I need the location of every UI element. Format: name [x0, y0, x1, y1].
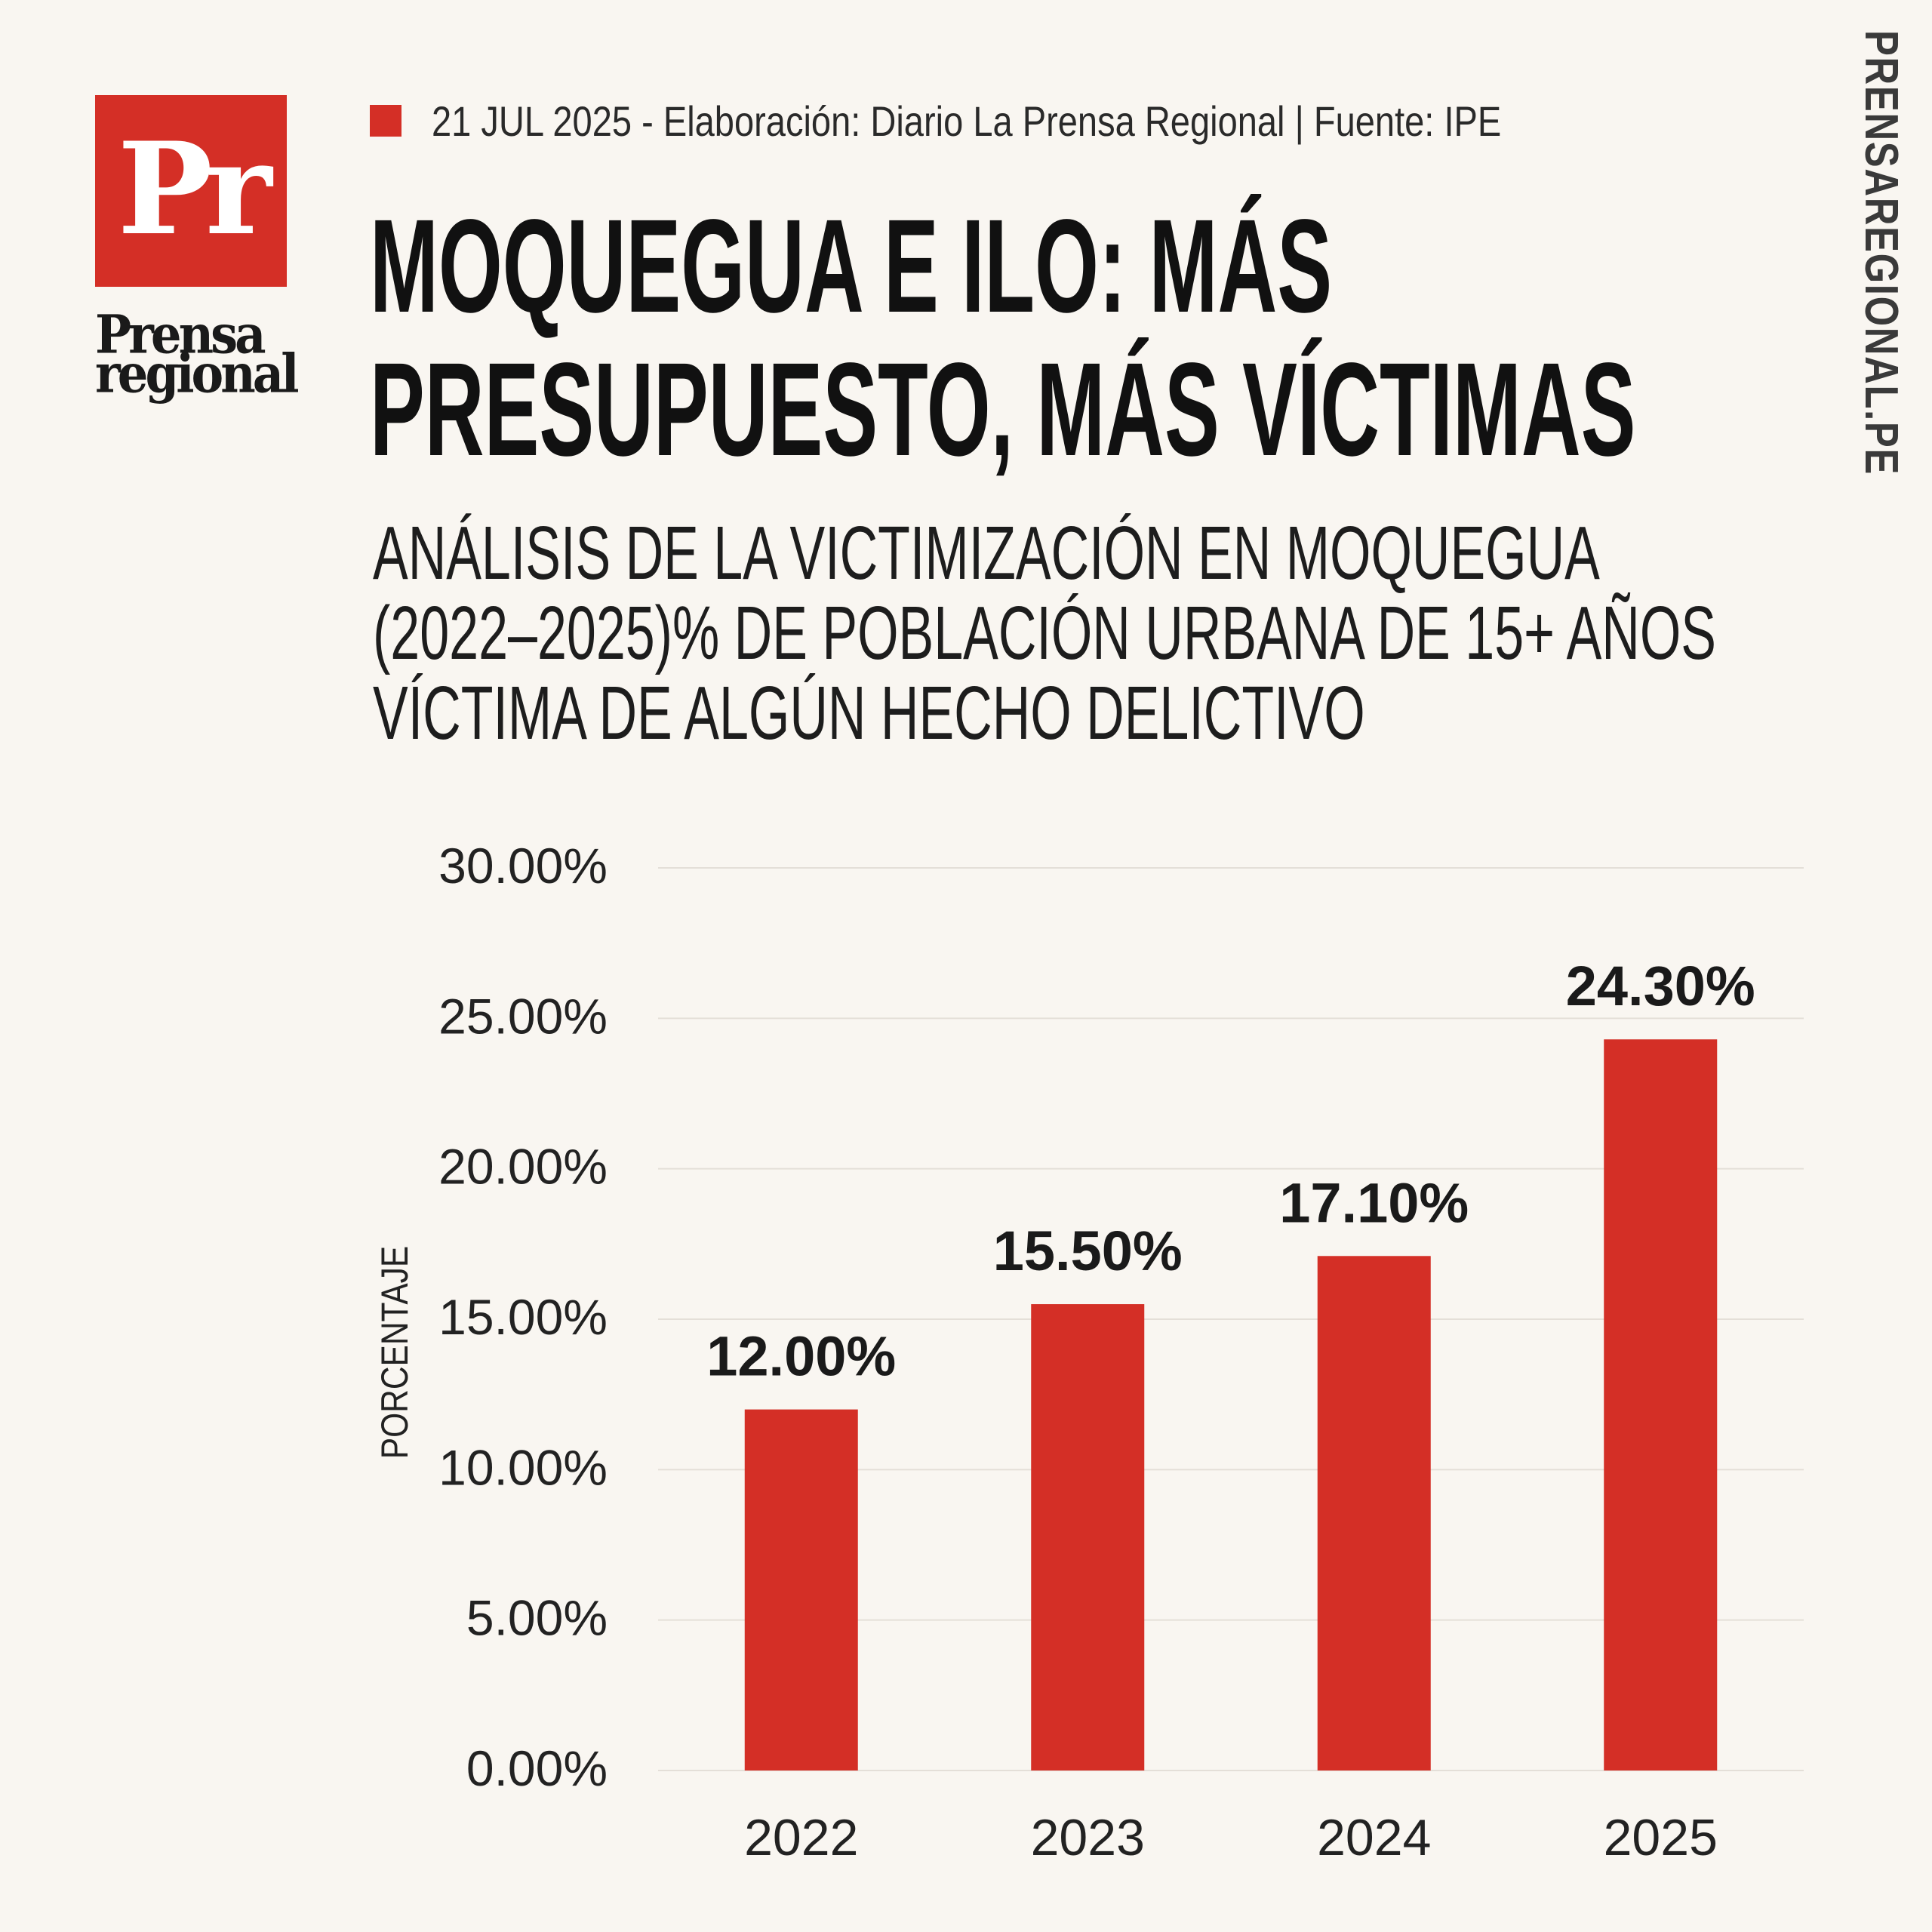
- y-tick-label: 5.00%: [466, 1590, 608, 1646]
- bar-value-label: 15.50%: [993, 1220, 1183, 1282]
- bar-value-label: 24.30%: [1566, 955, 1755, 1017]
- logo-word-regional: regional: [95, 343, 300, 406]
- y-tick-label: 20.00%: [438, 1139, 608, 1195]
- page-title: MOQUEGUA E ILO: MÁS PRESUPUESTO, MÁS VÍC…: [370, 195, 1841, 481]
- y-axis-ticks: 0.00% 5.00% 10.00% 15.00% 20.00% 25.00% 30.00%: [438, 838, 608, 1796]
- y-tick-label: 25.00%: [438, 988, 608, 1044]
- subtitle-line-3: VÍCTIMA DE ALGÚN HECHO DELICTIVO: [373, 671, 1365, 755]
- bar-2025: [1604, 1039, 1718, 1770]
- bar-value-labels: 12.00% 15.50% 17.10% 24.30%: [706, 955, 1755, 1387]
- title-line-1: MOQUEGUA E ILO: MÁS: [370, 192, 1333, 340]
- logo-mark-text: Pr: [117, 114, 272, 263]
- y-tick-label: 15.00%: [438, 1289, 608, 1345]
- logo-word-prensa: Prensa: [95, 303, 266, 367]
- x-tick-label: 2024: [1317, 1809, 1431, 1866]
- x-axis-ticks: 2022 2023 2024 2025: [744, 1809, 1718, 1866]
- bar-2024: [1317, 1256, 1431, 1770]
- x-tick-label: 2025: [1604, 1809, 1718, 1866]
- x-tick-label: 2022: [744, 1809, 858, 1866]
- meta-bullet-icon: [370, 105, 401, 137]
- bar-value-label: 12.00%: [706, 1325, 896, 1388]
- y-axis-label: PORCENTAJE: [374, 1246, 416, 1460]
- y-tick-label: 0.00%: [466, 1740, 608, 1796]
- y-tick-label: 10.00%: [438, 1439, 608, 1495]
- bar-value-label: 17.10%: [1279, 1171, 1469, 1234]
- bar-2022: [744, 1409, 858, 1770]
- y-tick-label: 30.00%: [438, 838, 608, 894]
- chart-subtitle: ANÁLISIS DE LA VICTIMIZACIÓN EN MOQUEGUA…: [373, 513, 1731, 753]
- meta-text: 21 JUL 2025 - Elaboración: Diario La Pre…: [432, 97, 1502, 145]
- logo-mark: Pr: [95, 95, 287, 287]
- bar-2023: [1031, 1304, 1145, 1770]
- chart-bars: [744, 1039, 1718, 1770]
- x-tick-label: 2023: [1031, 1809, 1145, 1866]
- logo-wordmark: Prensa regional: [95, 303, 300, 402]
- meta-line: 21 JUL 2025 - Elaboración: Diario La Pre…: [370, 89, 1705, 152]
